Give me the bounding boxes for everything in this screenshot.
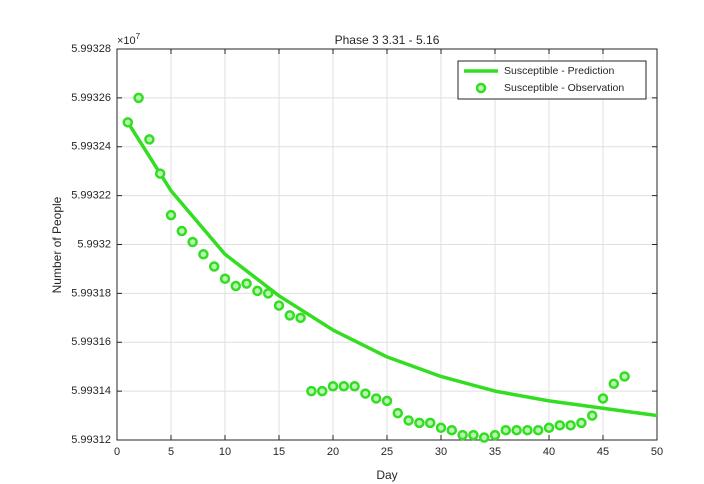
x-axis-label: Day — [376, 468, 397, 482]
observation-marker — [586, 410, 598, 421]
x-tick-label: 45 — [597, 446, 609, 458]
observation-marker — [446, 424, 458, 436]
observation-marker — [554, 420, 566, 431]
observation-marker — [176, 225, 188, 237]
observation-marker — [316, 385, 328, 397]
y-exponent: ×107 — [117, 32, 141, 47]
observation-marker — [468, 429, 479, 441]
y-axis-label: Number of People — [50, 196, 64, 293]
y-tick-label: 5.99316 — [71, 336, 111, 348]
observation-marker — [230, 280, 242, 292]
axes-box — [116, 48, 658, 441]
x-tick-label: 15 — [273, 446, 285, 458]
observation-marker — [306, 385, 317, 397]
legend-label: Susceptible - Observation — [504, 82, 624, 94]
x-tick-label: 40 — [543, 446, 555, 458]
x-tick-label: 5 — [168, 446, 174, 458]
observation-marker — [198, 249, 209, 260]
observation-marker — [295, 312, 306, 324]
observation-marker — [219, 273, 231, 284]
observation-marker — [381, 395, 393, 407]
chart-title: Phase 3 3.31 - 5.16 — [335, 33, 440, 47]
legend-marker — [475, 82, 487, 94]
observation-marker — [273, 300, 285, 311]
y-tick-label: 5.99314 — [71, 385, 111, 397]
y-tick-label: 5.99312 — [71, 434, 111, 446]
observation-marker — [414, 417, 425, 429]
legend-label: Susceptible - Prediction — [504, 65, 614, 77]
observation-marker — [500, 424, 512, 436]
x-tick-label: 35 — [489, 446, 501, 458]
observation-marker — [511, 424, 522, 436]
observation-marker — [532, 424, 544, 436]
x-tick-label: 0 — [114, 446, 120, 458]
observation-marker — [478, 432, 490, 443]
y-tick-label: 5.99318 — [71, 287, 111, 299]
observation-marker — [165, 209, 177, 221]
observation-marker — [608, 378, 620, 390]
observation-marker — [241, 278, 252, 289]
observation-marker — [457, 429, 468, 441]
y-tick-label: 5.9932 — [77, 238, 111, 250]
observation-marker — [360, 388, 371, 399]
observation-marker — [262, 288, 274, 299]
observation-marker — [154, 168, 166, 179]
legend: Susceptible - Prediction Susceptible - Ob… — [457, 60, 647, 100]
observation-marker — [435, 422, 447, 434]
observation-marker — [489, 429, 501, 441]
observation-marker — [392, 407, 404, 419]
x-tick-label: 50 — [651, 446, 663, 458]
x-tick-label: 25 — [381, 446, 393, 458]
y-tick-label: 5.99328 — [71, 43, 111, 55]
observation-marker — [349, 380, 360, 392]
y-tick-label: 5.99326 — [71, 92, 111, 104]
observation-marker — [284, 310, 296, 321]
y-exponent-power: 7 — [136, 32, 141, 41]
observation-marker — [370, 393, 382, 404]
observation-marker — [543, 422, 555, 434]
observation-marker — [133, 92, 144, 104]
observation-marker — [424, 417, 436, 429]
observation-marker — [252, 285, 263, 297]
observation-marker — [187, 236, 198, 248]
observation-marker — [338, 380, 350, 392]
observation-marker — [565, 420, 576, 431]
observation-marker — [403, 415, 414, 426]
observation-marker — [327, 380, 339, 392]
observation-marker — [144, 134, 155, 145]
y-tick-label: 5.99324 — [71, 141, 111, 153]
observation-marker — [576, 417, 587, 429]
x-tick-label: 30 — [435, 446, 447, 458]
observation-marker — [208, 261, 220, 272]
observation-marker — [522, 424, 533, 436]
prediction-line — [126, 121, 658, 418]
observation-marker — [619, 371, 630, 382]
observation-marker — [597, 393, 609, 404]
y-tick-label: 5.99322 — [71, 190, 111, 202]
legend-box — [457, 60, 647, 100]
y-exponent-base: ×10 — [117, 35, 136, 47]
x-tick-label: 10 — [219, 446, 231, 458]
x-tick-label: 20 — [327, 446, 339, 458]
observation-marker — [122, 117, 134, 128]
